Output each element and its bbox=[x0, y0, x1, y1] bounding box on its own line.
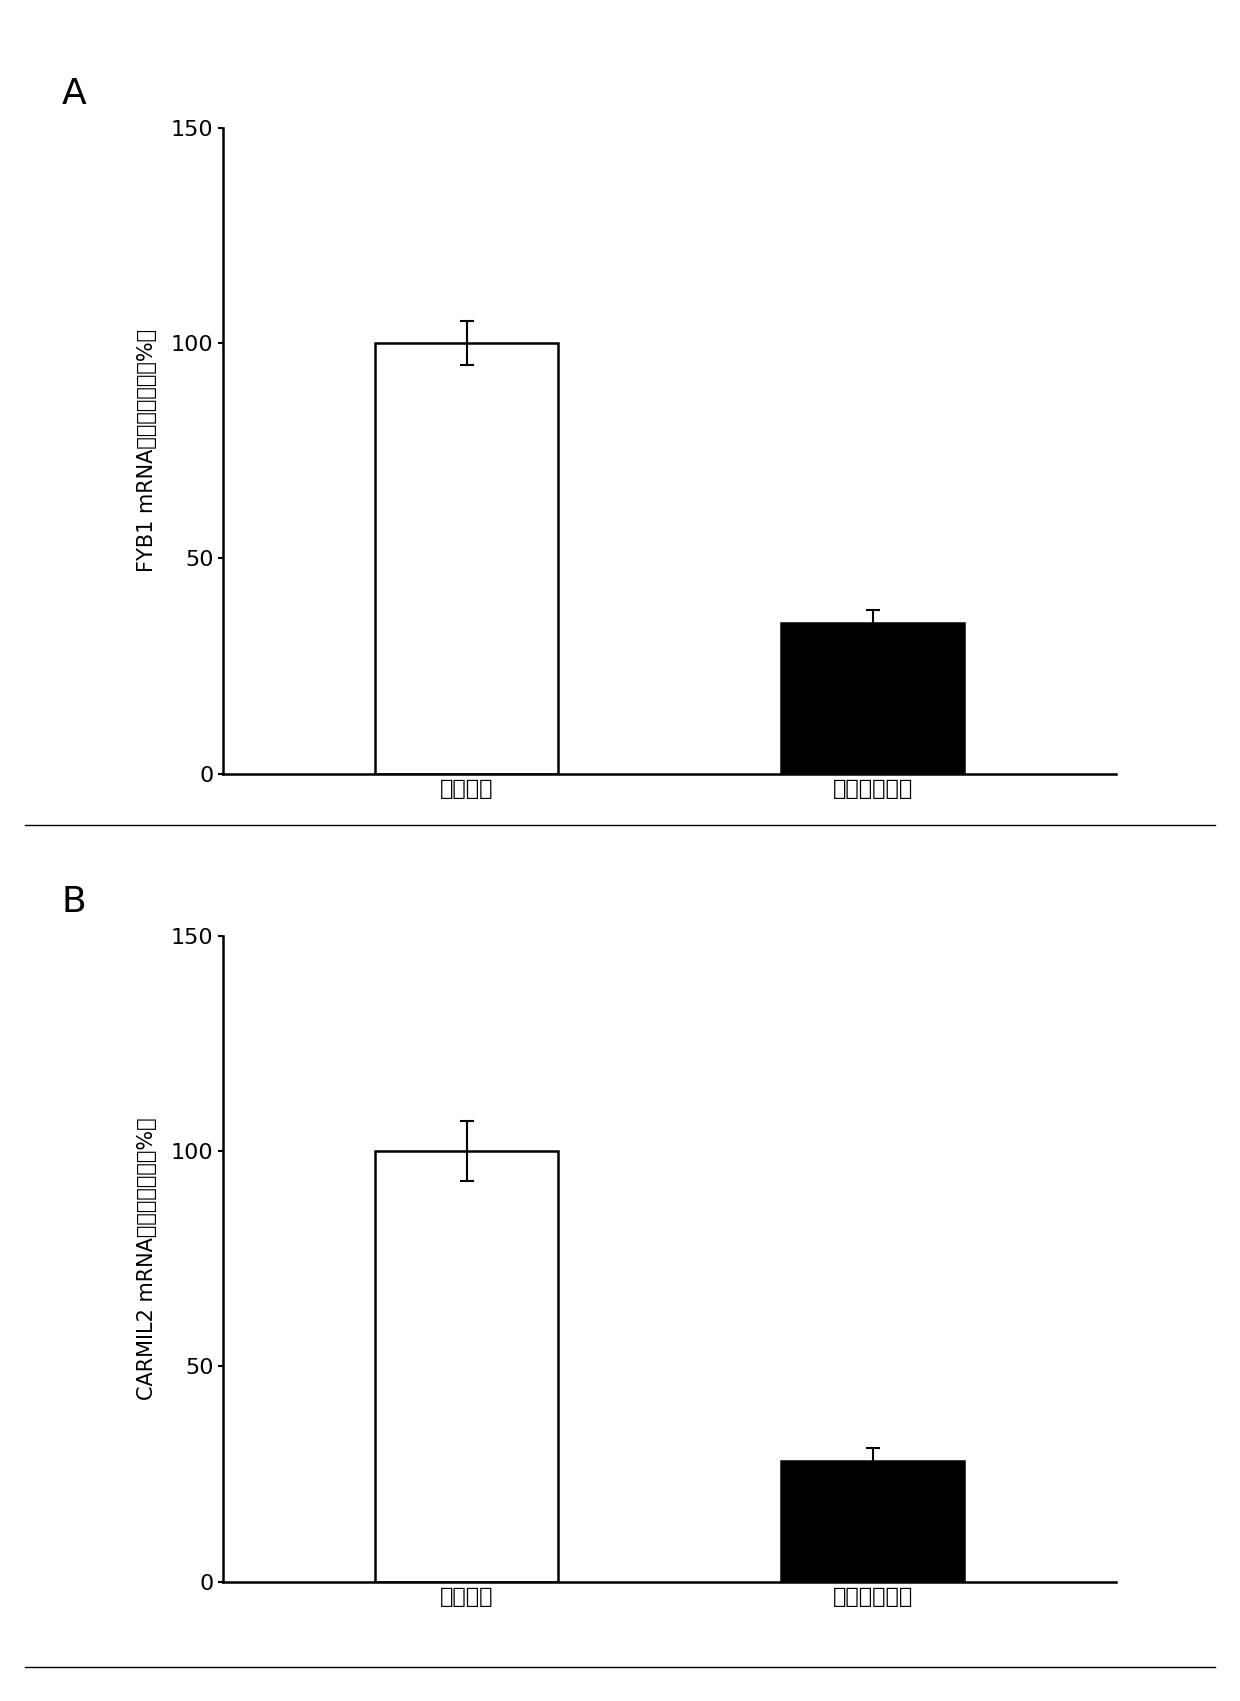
Y-axis label: CARMIL2 mRNA的相对表达量（%）: CARMIL2 mRNA的相对表达量（%） bbox=[136, 1118, 157, 1400]
Bar bbox=[781, 1461, 963, 1582]
Bar bbox=[376, 1152, 558, 1582]
Text: A: A bbox=[62, 77, 87, 111]
Bar bbox=[376, 344, 558, 774]
Bar bbox=[781, 623, 963, 774]
Text: B: B bbox=[62, 885, 87, 919]
Y-axis label: FYB1 mRNA的相对表达量（%）: FYB1 mRNA的相对表达量（%） bbox=[136, 330, 157, 572]
